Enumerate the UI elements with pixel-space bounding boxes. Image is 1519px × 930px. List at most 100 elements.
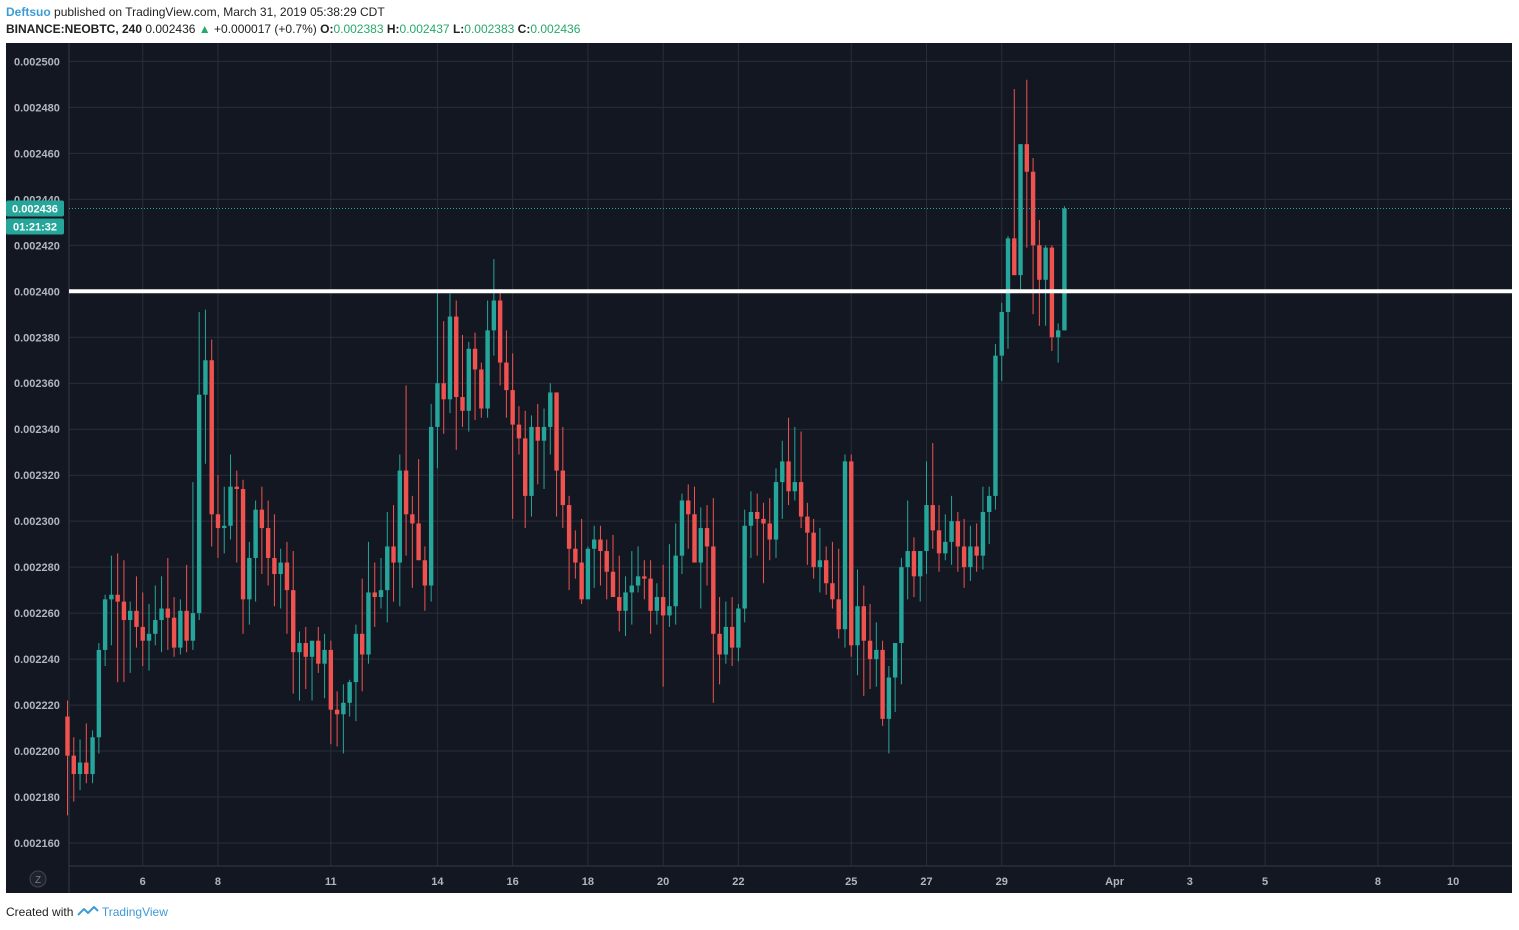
countdown-background [6, 218, 64, 235]
candle-body [153, 620, 158, 634]
candle-body [385, 546, 390, 591]
candle-body [986, 495, 992, 512]
price-tag-value: 0.002436 [12, 204, 58, 216]
candle-body [491, 300, 497, 331]
candle-body [71, 755, 76, 775]
candle-body [924, 505, 929, 552]
time-tick-label: 27 [920, 876, 932, 888]
tradingview-logo-icon [77, 906, 99, 916]
candle-body [90, 737, 95, 775]
candle-body [65, 716, 70, 756]
candle-body [660, 597, 666, 616]
candle-body [159, 608, 164, 621]
candle-body [773, 482, 779, 540]
price-axis[interactable]: 0.002160 0.002180 0.002200 0.002220 0.002240… [14, 56, 60, 850]
candle-body [635, 576, 641, 586]
candle-body [121, 601, 127, 621]
candle-body [102, 599, 108, 650]
candle-body [974, 546, 979, 556]
candle-body [704, 528, 710, 547]
candle-body [842, 461, 848, 630]
candle-body [1018, 144, 1023, 276]
candle-body [278, 562, 283, 575]
last-price: 0.002436 [145, 22, 196, 36]
candle-body [999, 311, 1004, 356]
close-label: C: [517, 22, 531, 36]
candle-body [798, 482, 804, 517]
candle-body [529, 426, 534, 496]
price-tick-label: 0.002480 [14, 102, 60, 114]
author-name[interactable]: Deftsuo [6, 5, 51, 19]
candle-body [943, 541, 948, 554]
time-tick-label: 29 [996, 876, 1008, 888]
candle-body [203, 360, 208, 395]
candle-body [711, 546, 716, 634]
candle-body [128, 610, 133, 621]
candle-body [140, 626, 145, 641]
open-value: 0.002383 [333, 22, 384, 36]
candle-body [353, 633, 359, 683]
candle-body [955, 521, 961, 547]
candle-body [222, 525, 227, 529]
price-tick-label: 0.002360 [14, 378, 60, 390]
candle-body [291, 590, 296, 653]
candle-body [190, 613, 196, 641]
candle-body [209, 360, 214, 515]
candle-body [372, 592, 377, 598]
candle-body [899, 567, 904, 644]
candle-body [341, 702, 346, 715]
candle-body [234, 486, 239, 489]
time-tick-label: 11 [325, 876, 337, 888]
candle-body [422, 560, 428, 586]
candle-body [378, 590, 384, 598]
scale-mode-label[interactable]: Z [35, 875, 41, 886]
candle-body [729, 626, 735, 648]
candle-body [1005, 238, 1011, 312]
candle-body [811, 532, 816, 568]
candle-body [654, 597, 660, 611]
candle-body [328, 649, 334, 710]
price-tick-label: 0.002220 [14, 700, 60, 712]
candle-body [918, 551, 923, 577]
candle-body [428, 426, 434, 586]
candle-body [284, 562, 290, 591]
candle-body [786, 461, 791, 492]
time-tick-label: 3 [1187, 876, 1193, 888]
candle-body [447, 316, 453, 400]
candle-body [1055, 330, 1061, 338]
candle-body [717, 633, 722, 655]
time-tick-label: 8 [1375, 876, 1381, 888]
candle-body [911, 551, 917, 577]
footer: Created with TradingView [6, 905, 168, 919]
price-tick-label: 0.002340 [14, 424, 60, 436]
price-tag-background [6, 200, 64, 217]
candle-body [880, 649, 885, 719]
tradingview-brand[interactable]: TradingView [101, 905, 168, 919]
candle-body [510, 390, 515, 425]
scale-mode-circle[interactable] [29, 870, 47, 888]
candle-body [391, 546, 396, 563]
price-tick-label: 0.002260 [14, 608, 60, 620]
candle-body [755, 511, 760, 519]
candle-body [397, 470, 403, 563]
candle-body [479, 369, 484, 409]
price-tick-label: 0.002300 [14, 516, 60, 528]
symbol-legend: BINANCE:NEOBTC, 240 0.002436 ▲ +0.000017… [6, 22, 580, 36]
chart-frame[interactable]: 0.002160 0.002180 0.002200 0.002220 0.002240… [6, 43, 1512, 893]
candlestick-chart[interactable]: 0.002160 0.002180 0.002200 0.002220 0.002240… [6, 43, 1512, 893]
candle-body [930, 505, 935, 531]
price-tick-label: 0.002380 [14, 332, 60, 344]
candle-body [297, 643, 302, 653]
scale-mode-button[interactable]: Z [29, 870, 47, 888]
candle-body [673, 555, 678, 607]
candle-body [504, 362, 509, 391]
time-axis[interactable]: 6 8 11 14 16 18 20 22 25 27 29 Apr 3 5 8 10 [140, 876, 1460, 888]
candle-body [604, 551, 609, 572]
candle-body [1037, 245, 1042, 280]
candle-body [993, 355, 998, 496]
candle-body [579, 562, 584, 600]
candle-body [566, 505, 572, 549]
price-tick-label: 0.002400 [14, 286, 60, 298]
candle-body [629, 585, 634, 593]
candle-body [1012, 238, 1017, 276]
